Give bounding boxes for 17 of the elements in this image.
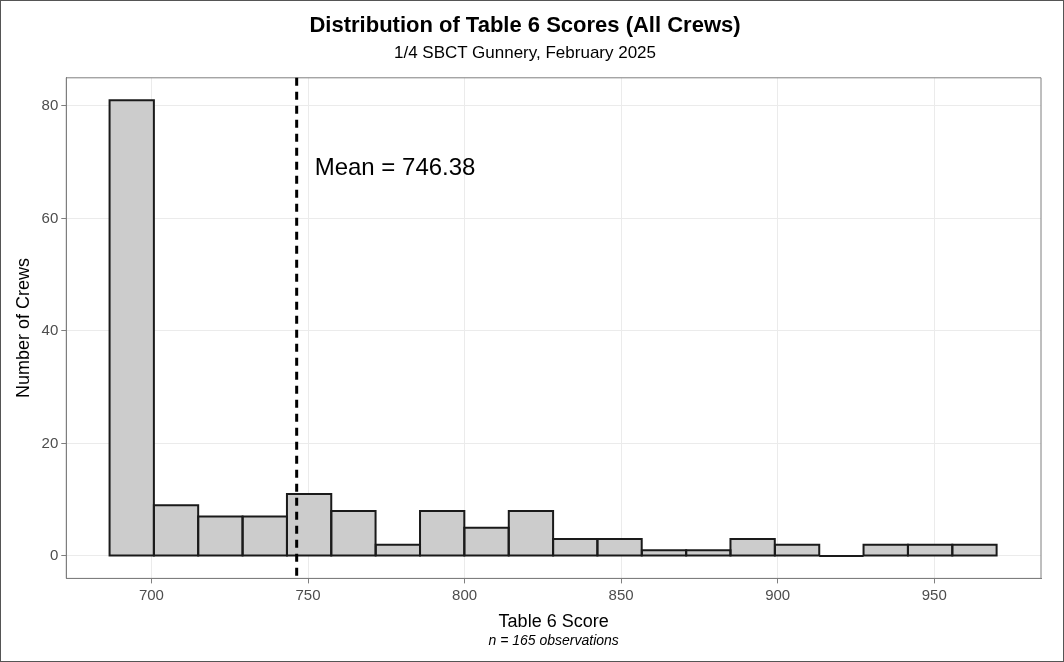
- y-tick-label: 20: [41, 433, 59, 451]
- x-axis-title: Table 6 Score: [498, 611, 609, 632]
- chart-title: Distribution of Table 6 Scores (All Crews): [309, 12, 741, 38]
- chart-subtitle: 1/4 SBCT Gunnery, February 2025: [393, 43, 657, 63]
- y-tick-label: 60: [41, 208, 59, 226]
- y-tick-label: 80: [41, 96, 59, 114]
- x-tick-label: 700: [138, 585, 164, 603]
- y-tick-label: 40: [41, 321, 59, 339]
- x-tick-label: 900: [765, 585, 791, 603]
- x-tick-label: 950: [921, 585, 947, 603]
- y-tick-label: 0: [49, 546, 59, 564]
- text: n = 165 observations: [488, 631, 619, 648]
- x-tick-label: 800: [452, 585, 478, 603]
- x-tick-label: 850: [608, 585, 634, 603]
- y-axis-title: Number of Crews: [12, 258, 33, 399]
- x-tick-label: 750: [295, 585, 321, 603]
- ref-line-label: Mean = 746.38: [314, 152, 476, 180]
